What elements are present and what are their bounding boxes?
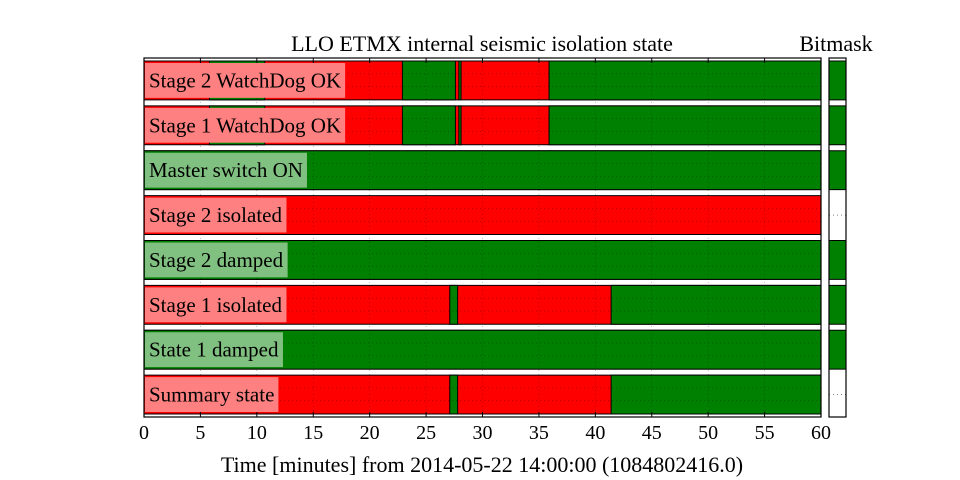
- bitmask-cell: [828, 60, 847, 101]
- bitmask-cell: [828, 284, 847, 325]
- x-tick-label: 0: [139, 422, 149, 444]
- bitmask-cell: [828, 329, 847, 370]
- row-label-background: [145, 152, 307, 188]
- active-segment: [458, 60, 462, 101]
- bitmask-cell: [828, 150, 847, 191]
- row-label: Stage 2 damped: [145, 242, 288, 278]
- active-segment: [449, 374, 459, 415]
- row-label: State 1 damped: [145, 332, 283, 368]
- row-label-text: Stage 1 WatchDog OK: [149, 113, 341, 137]
- x-tick-label: 50: [698, 422, 718, 444]
- active-segment: [548, 105, 822, 146]
- bitmask-frame: [828, 57, 847, 418]
- bitmask-title: Bitmask: [799, 31, 872, 56]
- row-label-text: Stage 2 WatchDog OK: [149, 68, 341, 92]
- active-segment: [610, 284, 822, 325]
- row-label: Summary state: [145, 377, 279, 412]
- active-segment: [610, 374, 822, 415]
- x-tick-label: 35: [529, 422, 549, 444]
- row-label: Stage 1 isolated: [145, 287, 287, 323]
- x-tick-label: 30: [473, 422, 493, 444]
- x-tick-label: 10: [247, 422, 267, 444]
- bitmask-cell: [828, 240, 847, 280]
- row-label: Master switch ON: [145, 152, 307, 188]
- x-tick-label: 60: [811, 422, 831, 444]
- row-label-background: [145, 377, 279, 412]
- x-tick-label: 40: [585, 422, 605, 444]
- x-axis-label: Time [minutes] from 2014-05-22 14:00:00 …: [221, 452, 743, 477]
- x-tick-label: 55: [755, 422, 775, 444]
- row-label-background: [145, 107, 346, 143]
- ticks-layer: 0 5 10 15 20 25 30 35 40 45 50 55 60: [139, 58, 831, 444]
- x-tick-label: 45: [642, 422, 662, 444]
- active-segment: [458, 105, 462, 146]
- x-tick-label: 25: [416, 422, 436, 444]
- active-segment: [401, 105, 456, 146]
- x-tick-label: 5: [195, 422, 205, 444]
- row-label-text: State 1 damped: [149, 338, 279, 362]
- row-label: Stage 2 WatchDog OK: [145, 63, 346, 98]
- row-label: Stage 1 WatchDog OK: [145, 107, 346, 143]
- row-label-background: [145, 63, 346, 98]
- row-label-background: [145, 197, 287, 233]
- row-label-text: Stage 2 damped: [149, 248, 284, 272]
- row-label: Stage 2 isolated: [145, 197, 287, 233]
- bitmask-layer: [828, 60, 847, 395]
- labels-layer: Stage 2 WatchDog OK Stage 1 WatchDog OK Ma…: [145, 63, 346, 412]
- x-tick-label: 20: [360, 422, 380, 444]
- row-label-background: [145, 242, 288, 278]
- bitmask-cell: [828, 105, 847, 146]
- row-label-background: [145, 287, 287, 323]
- row-label-text: Stage 1 isolated: [149, 293, 282, 317]
- x-tick-label: 15: [303, 422, 323, 444]
- row-label-text: Stage 2 isolated: [149, 203, 282, 227]
- chart-title: LLO ETMX internal seismic isolation stat…: [291, 31, 673, 56]
- active-segment: [401, 60, 456, 101]
- active-segment: [449, 284, 459, 325]
- row-label-background: [145, 332, 283, 368]
- active-segment: [548, 60, 822, 101]
- row-label-text: Master switch ON: [149, 158, 303, 182]
- row-label-text: Summary state: [149, 383, 274, 407]
